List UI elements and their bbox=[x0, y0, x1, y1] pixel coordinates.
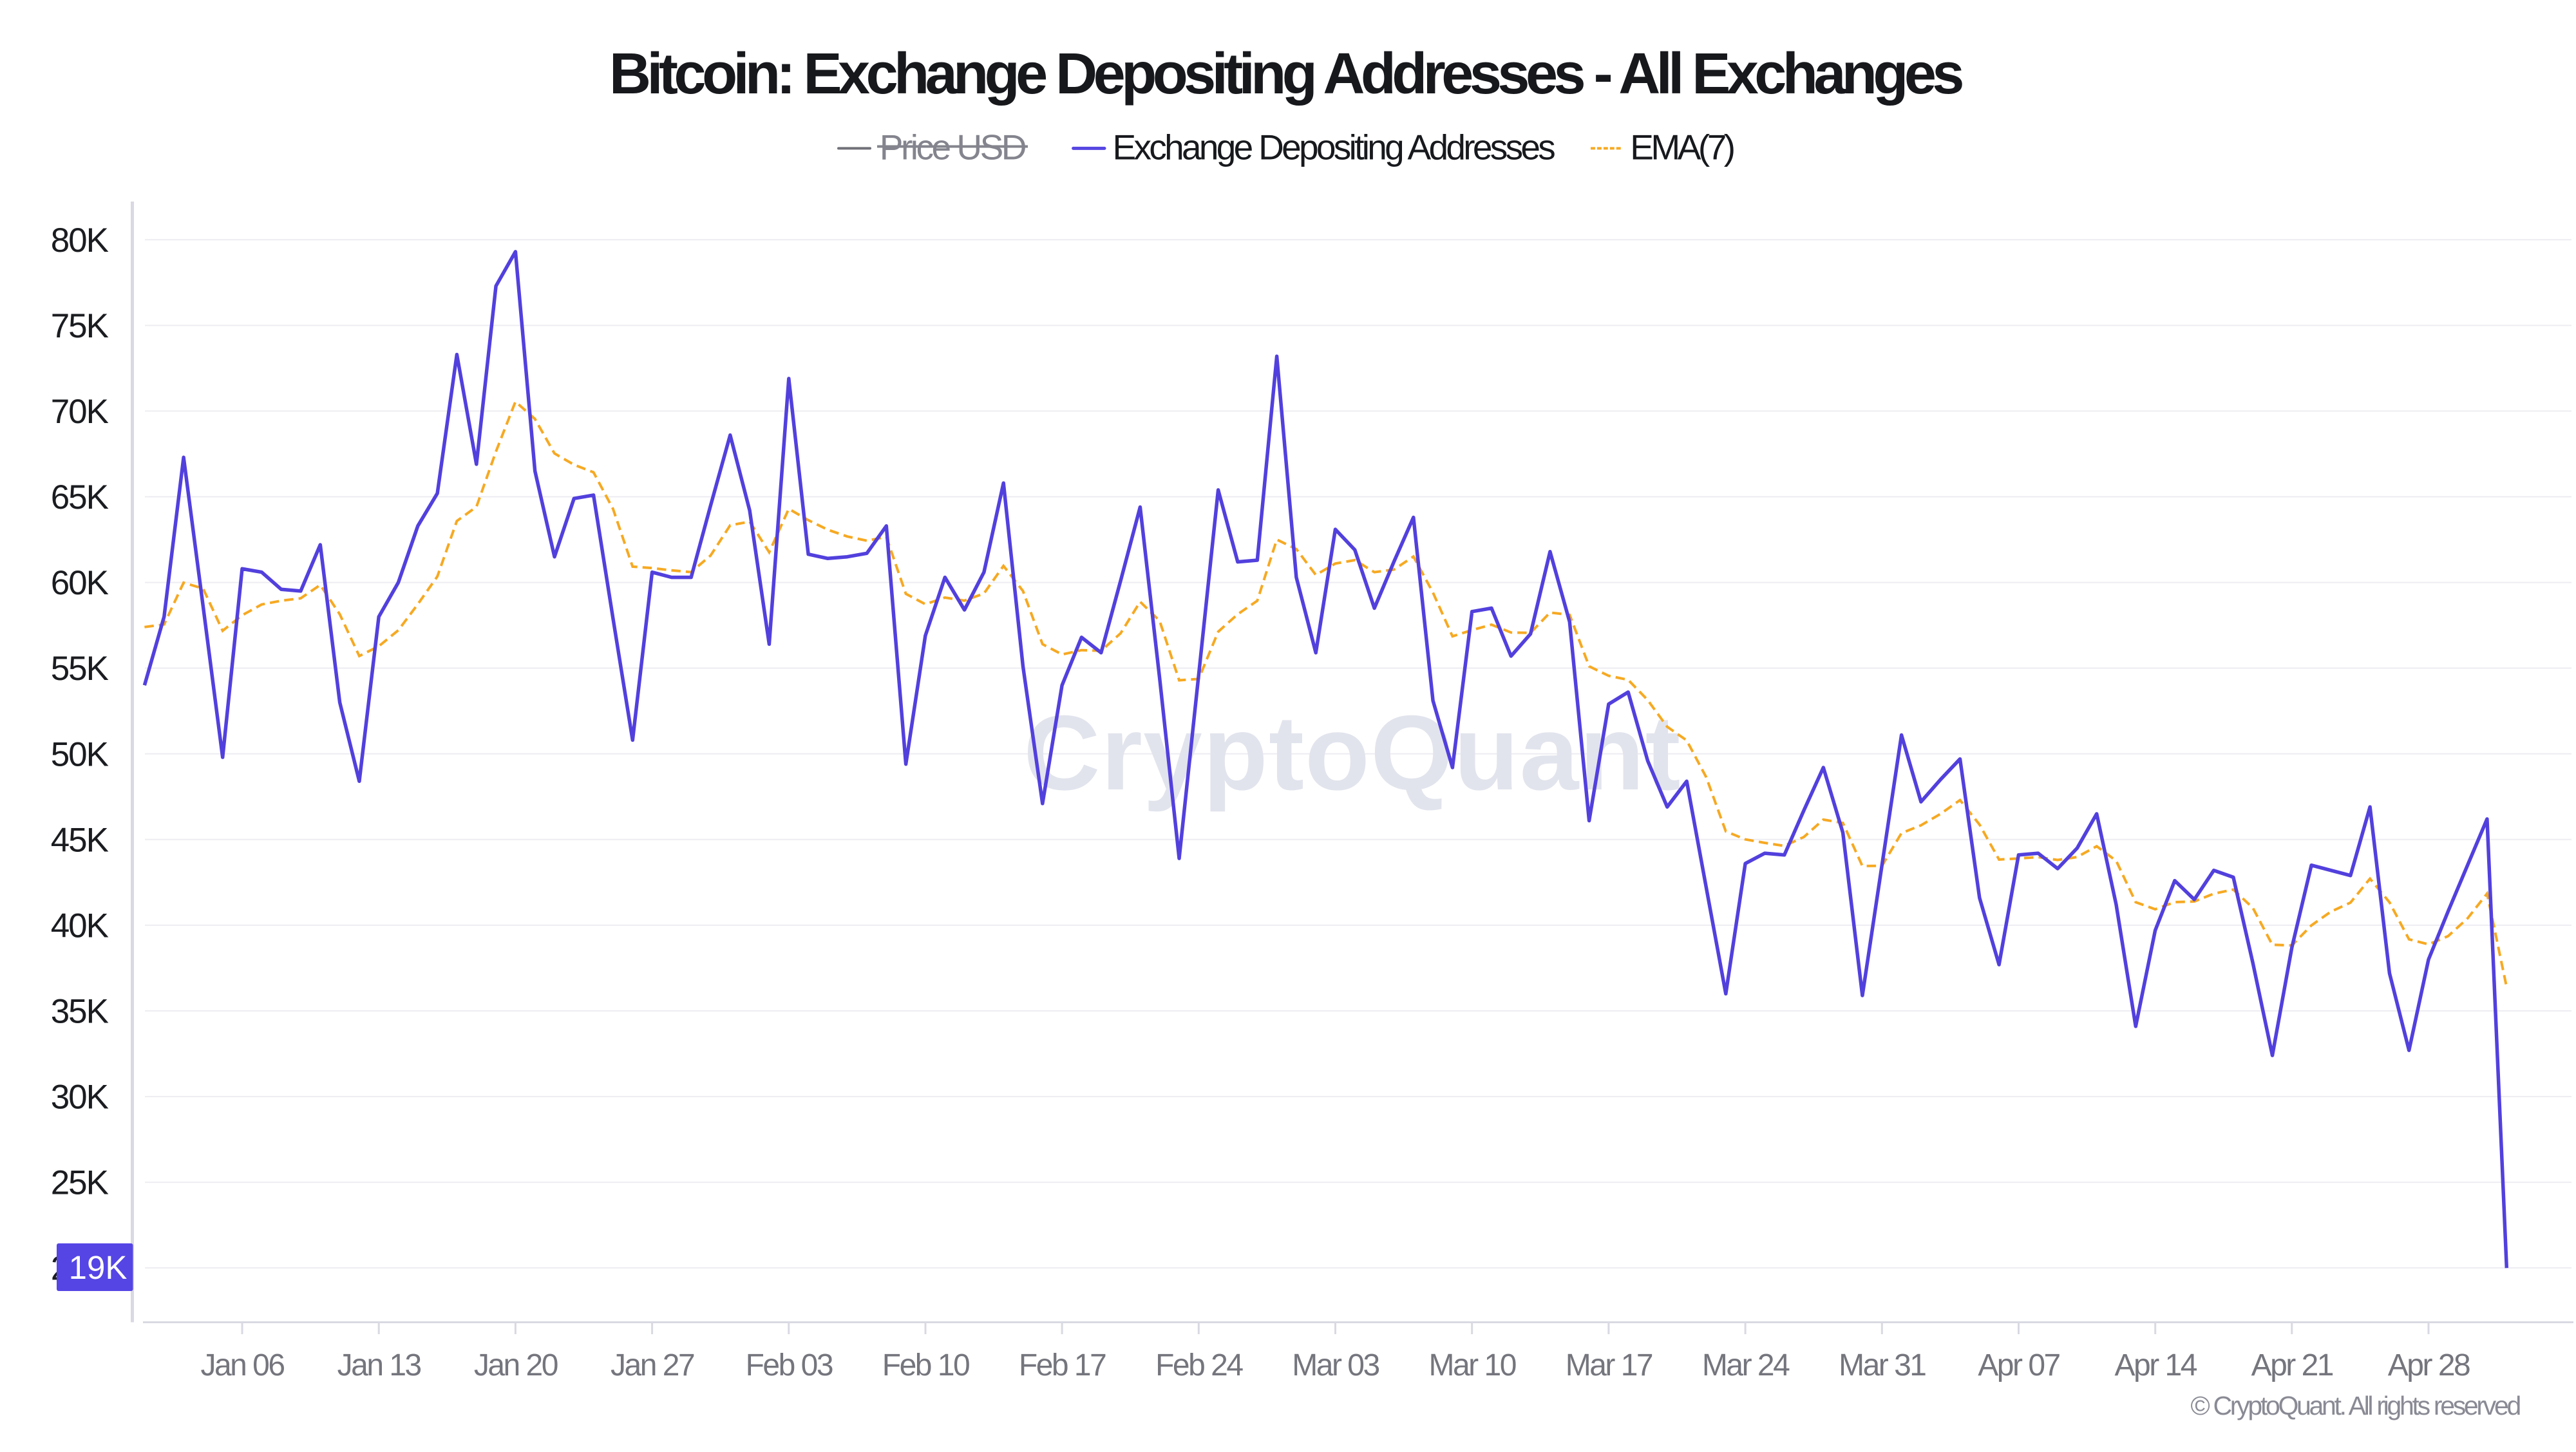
svg-text:Mar 10: Mar 10 bbox=[1429, 1348, 1516, 1382]
svg-text:80K: 80K bbox=[51, 222, 109, 259]
svg-text:25K: 25K bbox=[51, 1164, 109, 1202]
svg-text:Feb 17: Feb 17 bbox=[1019, 1348, 1106, 1382]
svg-text:Mar 17: Mar 17 bbox=[1566, 1348, 1653, 1382]
svg-text:55K: 55K bbox=[51, 650, 109, 688]
svg-text:Mar 31: Mar 31 bbox=[1839, 1348, 1926, 1382]
svg-text:Feb 10: Feb 10 bbox=[882, 1348, 969, 1382]
svg-text:70K: 70K bbox=[51, 393, 109, 431]
svg-text:65K: 65K bbox=[51, 478, 109, 516]
svg-text:Jan 06: Jan 06 bbox=[200, 1348, 284, 1382]
svg-text:Apr 14: Apr 14 bbox=[2114, 1348, 2197, 1382]
svg-text:45K: 45K bbox=[51, 821, 109, 859]
svg-text:30K: 30K bbox=[51, 1079, 109, 1117]
svg-text:19K: 19K bbox=[69, 1249, 128, 1286]
svg-text:CryptoQuant: CryptoQuant bbox=[1023, 693, 1681, 812]
svg-text:EMA(7): EMA(7) bbox=[1630, 127, 1734, 167]
svg-text:50K: 50K bbox=[51, 735, 109, 773]
svg-text:Mar 03: Mar 03 bbox=[1292, 1348, 1379, 1382]
svg-text:40K: 40K bbox=[51, 907, 109, 945]
svg-text:35K: 35K bbox=[51, 993, 109, 1031]
svg-text:60K: 60K bbox=[51, 564, 109, 602]
svg-text:Apr 28: Apr 28 bbox=[2388, 1348, 2470, 1382]
svg-text:Exchange Depositing Addresses: Exchange Depositing Addresses bbox=[1113, 127, 1555, 167]
svg-text:Jan 27: Jan 27 bbox=[611, 1348, 694, 1382]
svg-text:© CryptoQuant. All rights rese: © CryptoQuant. All rights reserved bbox=[2191, 1391, 2521, 1420]
svg-text:Jan 20: Jan 20 bbox=[474, 1348, 558, 1382]
svg-text:Apr 07: Apr 07 bbox=[1978, 1348, 2060, 1382]
svg-text:Feb 24: Feb 24 bbox=[1155, 1348, 1243, 1382]
svg-text:Jan 13: Jan 13 bbox=[337, 1348, 421, 1382]
svg-text:Feb 03: Feb 03 bbox=[746, 1348, 833, 1382]
svg-text:75K: 75K bbox=[51, 307, 109, 345]
svg-text:Mar 24: Mar 24 bbox=[1702, 1348, 1790, 1382]
svg-text:Apr 21: Apr 21 bbox=[2251, 1348, 2333, 1382]
